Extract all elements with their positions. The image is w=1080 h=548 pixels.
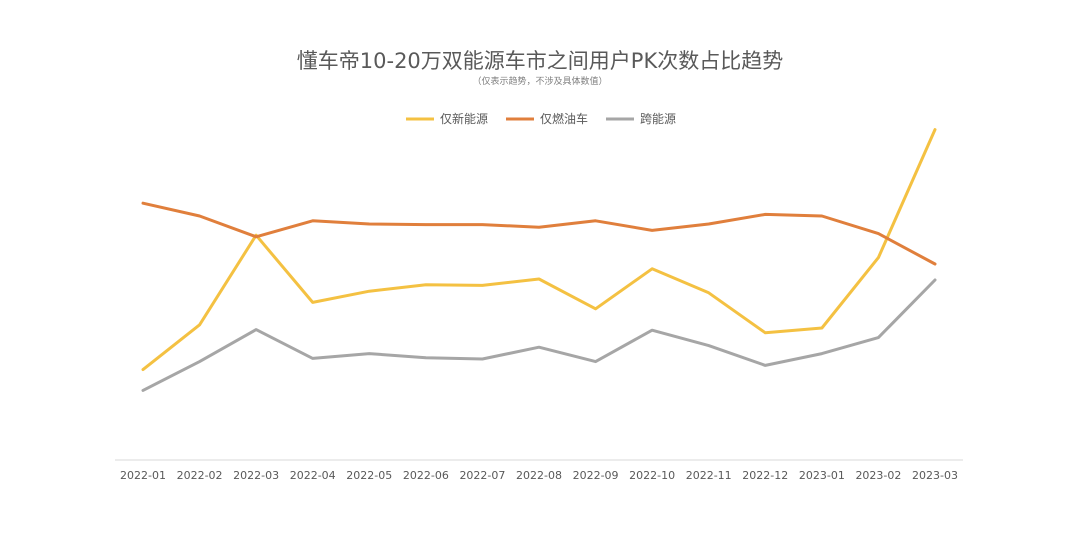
x-tick-label-2022-04: 2022-04: [290, 469, 336, 482]
series-line-0: [141, 128, 937, 372]
chart-subtitle: （仅表示趋势，不涉及具体数值）: [472, 75, 607, 87]
x-tick-labels: 2022-01 2022-02 2022-03 2022-04 2022-05 2022-…: [120, 469, 958, 482]
chart-title: 懂车帝10-20万双能源车市之间用户PK次数占比趋势: [297, 49, 783, 73]
chart-legend: 仅新能源 仅燃油车 跨能源: [406, 111, 676, 126]
x-tick-label-2022-08: 2022-08: [516, 469, 562, 482]
x-tick-label-2023-02: 2023-02: [855, 469, 901, 482]
x-tick-label-2023-01: 2023-01: [799, 469, 845, 482]
x-tick-label-2022-09: 2022-09: [573, 469, 619, 482]
x-tick-label-2022-01: 2022-01: [120, 469, 166, 482]
legend-label-0: 仅新能源: [440, 111, 488, 126]
legend-label-2: 跨能源: [640, 112, 676, 126]
x-tick-label-2022-02: 2022-02: [177, 469, 223, 482]
x-tick-label-2022-03: 2022-03: [233, 469, 279, 482]
series-line-2: [141, 278, 937, 392]
x-tick-label-2022-06: 2022-06: [403, 469, 449, 482]
x-tick-label-2022-07: 2022-07: [459, 469, 505, 482]
legend-label-1: 仅燃油车: [540, 111, 588, 126]
x-tick-label-2022-05: 2022-05: [346, 469, 392, 482]
series-lines: [141, 128, 937, 392]
x-tick-label-2023-03: 2023-03: [912, 469, 958, 482]
x-tick-label-2022-12: 2022-12: [742, 469, 788, 482]
series-line-1: [141, 201, 937, 266]
x-tick-label-2022-10: 2022-10: [629, 469, 675, 482]
x-tick-label-2022-11: 2022-11: [686, 469, 732, 482]
